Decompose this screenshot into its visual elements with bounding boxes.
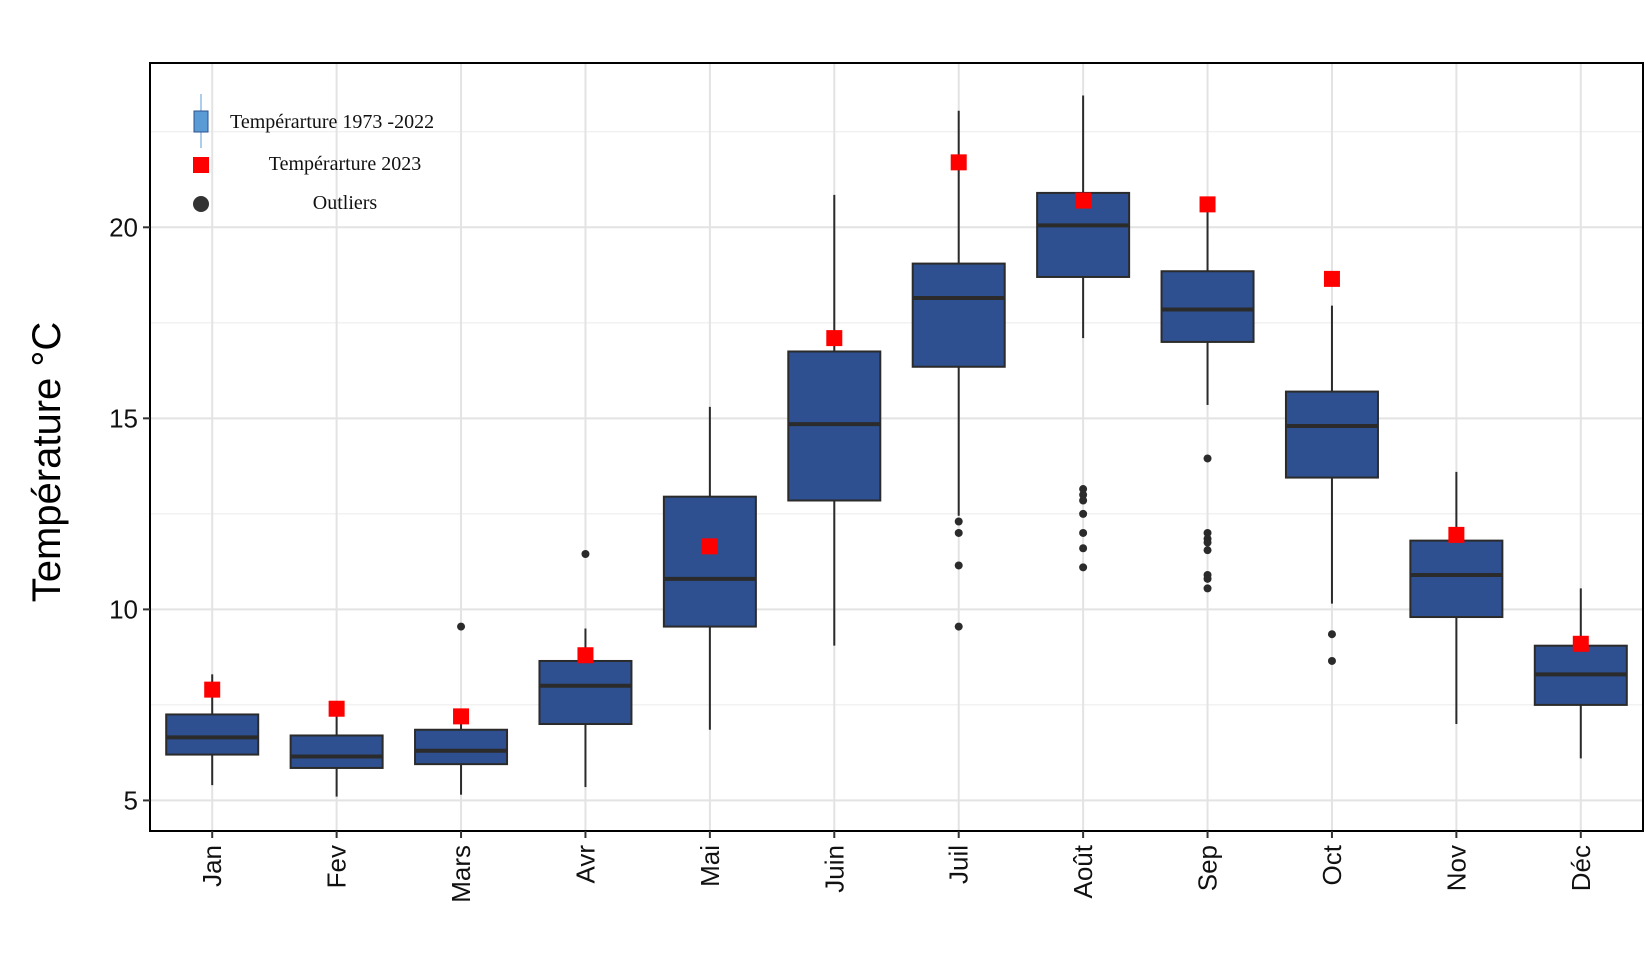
legend-item-historical: Tempérarture 1973 -2022 [193,94,434,148]
legend-label: Tempérarture 2023 [269,153,421,175]
outlier-point [954,622,963,631]
outlier-point [1203,584,1212,593]
legend-square-icon [193,157,209,173]
marker-2023 [1199,196,1216,213]
box-juin [787,194,882,646]
marker-2023 [453,708,470,725]
marker-2023 [1323,270,1340,287]
legend-label: Outliers [313,192,378,214]
box-jan [165,674,260,786]
box-mars [414,714,509,795]
box-avr [538,628,633,788]
box-iqr [1284,390,1379,479]
marker-2023 [328,700,345,717]
x-tick-label: Oct [1317,844,1347,885]
marker-2023 [1572,635,1589,652]
legend-circle-icon [193,196,209,212]
legend-item-2023: Tempérarture 2023 [193,153,421,175]
marker-2023 [701,538,718,555]
grid-lines [150,63,1643,831]
x-tick-label: Sep [1193,845,1223,891]
legend: Tempérarture 1973 -2022 Tempérarture 2023… [193,94,434,214]
box-mai [662,406,757,730]
outlier-point [954,561,963,570]
outlier-point [954,517,963,526]
box-fev [289,701,384,797]
box-series [165,95,1628,797]
x-tick-label: Mai [695,845,725,887]
box-iqr [911,262,1006,368]
outlier-point [1203,454,1212,463]
y-axis: 5 10 15 20 [109,212,150,815]
x-tick-label: Nov [1441,845,1471,891]
outlier-point [1079,509,1088,518]
outlier-point [1203,574,1212,583]
box-iqr [165,713,260,756]
marker-2023 [1075,192,1092,209]
box-iqr [414,728,509,766]
box-iqr [538,659,633,726]
y-tick-label: 15 [109,403,138,433]
box-iqr [1160,270,1255,343]
marker-2023 [204,681,221,698]
outlier-point [1327,630,1336,639]
box-iqr [1409,539,1504,619]
x-tick-label: Août [1068,844,1098,898]
markers-2023 [204,154,1589,725]
x-tick-label: Déc [1566,845,1596,891]
box-iqr [289,734,384,769]
outlier-point [1079,544,1088,553]
box-iqr [662,495,757,628]
outlier-point [1327,656,1336,665]
outlier-points [457,454,1336,665]
legend-box-icon [193,110,209,133]
marker-2023 [577,647,594,664]
x-axis: Jan Fev Mars Avr Mai Juin Juil Août Sep Oct Nov Déc [197,831,1596,903]
x-tick-label: Juil [944,845,974,884]
legend-label: Tempérarture 1973 -2022 [230,111,434,133]
box-déc [1533,588,1628,759]
outlier-point [1079,496,1088,505]
outlier-point [954,528,963,537]
marker-2023 [1448,526,1465,543]
legend-item-outliers: Outliers [193,192,377,214]
box-nov [1409,471,1504,725]
outlier-point [1079,485,1088,494]
y-tick-label: 5 [124,785,138,815]
x-tick-label: Jan [197,845,227,887]
marker-2023 [950,154,967,171]
outlier-point [457,622,466,631]
marker-2023 [826,330,843,347]
x-tick-label: Mars [446,845,476,903]
box-oct [1284,305,1379,604]
outlier-point [1203,528,1212,537]
box-juil [911,110,1006,516]
outlier-point [1203,538,1212,547]
outlier-point [1079,563,1088,572]
x-tick-label: Avr [570,845,600,884]
x-tick-label: Fev [322,845,352,888]
outlier-point [1079,528,1088,537]
box-sep [1160,204,1255,405]
outlier-point [1203,546,1212,555]
y-tick-label: 10 [109,594,138,624]
outlier-point [581,549,590,558]
x-tick-label: Juin [819,845,849,893]
plot-panel-border [149,62,1644,832]
y-axis-title: Température °C [25,322,69,603]
y-tick-label: 20 [109,212,138,242]
outlier-point [1079,490,1088,499]
